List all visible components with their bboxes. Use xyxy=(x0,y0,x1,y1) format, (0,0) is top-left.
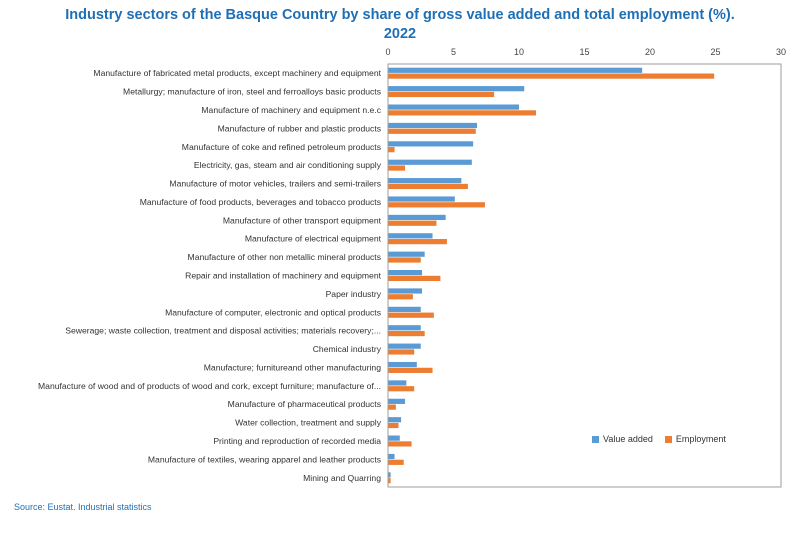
bar-employment xyxy=(388,404,396,410)
category-label: Chemical industry xyxy=(313,344,382,354)
x-tick-label: 20 xyxy=(645,47,655,57)
x-tick-label: 30 xyxy=(776,47,786,57)
category-label: Repair and installation of machinery and… xyxy=(185,271,381,281)
source-note: Source: Eustat. Industrial statistics xyxy=(14,502,152,512)
x-tick-label: 10 xyxy=(514,47,524,57)
category-label: Manufacture of computer, electronic and … xyxy=(165,307,381,317)
legend-label-value-added: Value added xyxy=(603,434,653,444)
legend-item-employment: Employment xyxy=(664,434,726,444)
bar-value-added xyxy=(388,159,472,165)
bar-value-added xyxy=(388,325,421,331)
x-tick-label: 0 xyxy=(385,47,390,57)
category-label: Manufacture of coke and refined petroleu… xyxy=(182,142,381,152)
bar-value-added xyxy=(388,233,433,239)
bar-employment xyxy=(388,422,399,429)
plot-frame xyxy=(387,63,782,488)
chart-title-line2: 2022 xyxy=(383,26,417,42)
bar-employment xyxy=(388,349,415,355)
bar-employment xyxy=(388,202,485,208)
bar-value-added xyxy=(388,343,421,349)
category-label: Manufacture; furnitureand other manufact… xyxy=(204,362,381,372)
bar-employment xyxy=(388,312,434,318)
bar-employment xyxy=(388,478,391,484)
category-label: Water collection, treatment and supply xyxy=(235,418,382,428)
category-label: Sewerage; waste collection, treatment an… xyxy=(65,326,381,336)
category-label: Manufacture of rubber and plastic produc… xyxy=(218,123,381,133)
bar-value-added xyxy=(388,104,519,110)
category-label: Manufacture of machinery and equipment n… xyxy=(201,105,381,115)
bar-employment xyxy=(388,386,415,392)
category-label: Manufacture of food products, beverages … xyxy=(140,197,381,207)
category-label: Electricity, gas, steam and air conditio… xyxy=(194,160,382,170)
legend-swatch-value-added xyxy=(592,435,599,443)
bar-employment xyxy=(388,294,413,300)
bar-employment xyxy=(388,459,404,465)
bar-employment xyxy=(388,147,395,153)
bar-employment xyxy=(388,110,537,116)
legend-item-value-added: Value added xyxy=(592,434,653,444)
bar-value-added xyxy=(388,122,478,129)
category-label: Printing and reproduction of recorded me… xyxy=(213,436,381,446)
category-label: Manufacture of electrical equipment xyxy=(245,234,382,244)
bar-value-added xyxy=(388,196,455,202)
bar-employment xyxy=(388,239,447,245)
bar-employment xyxy=(388,257,421,263)
category-label: Mining and Quarring xyxy=(303,473,381,483)
bar-value-added xyxy=(388,435,400,441)
bar-employment xyxy=(388,367,433,373)
category-label: Manufacture of wood and of products of w… xyxy=(38,381,381,391)
category-label: Manufacture of textiles, wearing apparel… xyxy=(148,454,381,464)
category-label: Manufacture of pharmaceutical products xyxy=(228,399,381,409)
bar-employment xyxy=(388,128,476,134)
category-label: Manufacture of other non metallic minera… xyxy=(188,252,381,262)
x-tick-label: 5 xyxy=(451,47,456,57)
bar-value-added xyxy=(388,86,525,92)
chart-title: Industry sectors of the Basque Country b… xyxy=(0,6,800,44)
bar-value-added xyxy=(388,288,423,294)
bar-value-added xyxy=(388,380,407,386)
bar-employment xyxy=(388,73,715,79)
category-label: Manufacture of motor vehicles, trailers … xyxy=(169,179,381,189)
category-label: Manufacture of fabricated metal products… xyxy=(93,68,381,78)
legend-swatch-employment xyxy=(664,435,672,443)
bar-employment xyxy=(388,330,425,337)
bar-employment xyxy=(388,183,468,190)
bar-value-added xyxy=(388,398,406,404)
chart-legend: Value added Employment xyxy=(592,434,726,444)
bar-value-added xyxy=(388,251,425,257)
bar-employment xyxy=(388,275,441,281)
bar-value-added xyxy=(388,361,417,368)
bar-value-added xyxy=(388,214,446,221)
bar-value-added xyxy=(388,472,391,478)
bar-value-added xyxy=(388,141,474,147)
category-label: Manufacture of other transport equipment xyxy=(223,215,382,225)
bar-value-added xyxy=(388,453,395,460)
bar-value-added xyxy=(388,270,423,276)
bar-employment xyxy=(388,165,406,171)
x-tick-label: 25 xyxy=(710,47,720,57)
bar-employment xyxy=(388,441,412,447)
chart-title-line1: Industry sectors of the Basque Country b… xyxy=(65,7,735,23)
bar-value-added xyxy=(388,417,402,423)
bar-value-added xyxy=(388,67,643,73)
x-tick-label: 15 xyxy=(579,47,589,57)
category-label: Metallurgy; manufacture of iron, steel a… xyxy=(123,87,381,97)
legend-label-employment: Employment xyxy=(675,434,726,444)
category-label: Paper industry xyxy=(326,289,382,299)
bar-employment xyxy=(388,91,495,98)
bar-employment xyxy=(388,220,437,226)
bar-value-added xyxy=(388,306,421,312)
bar-value-added xyxy=(388,178,462,184)
